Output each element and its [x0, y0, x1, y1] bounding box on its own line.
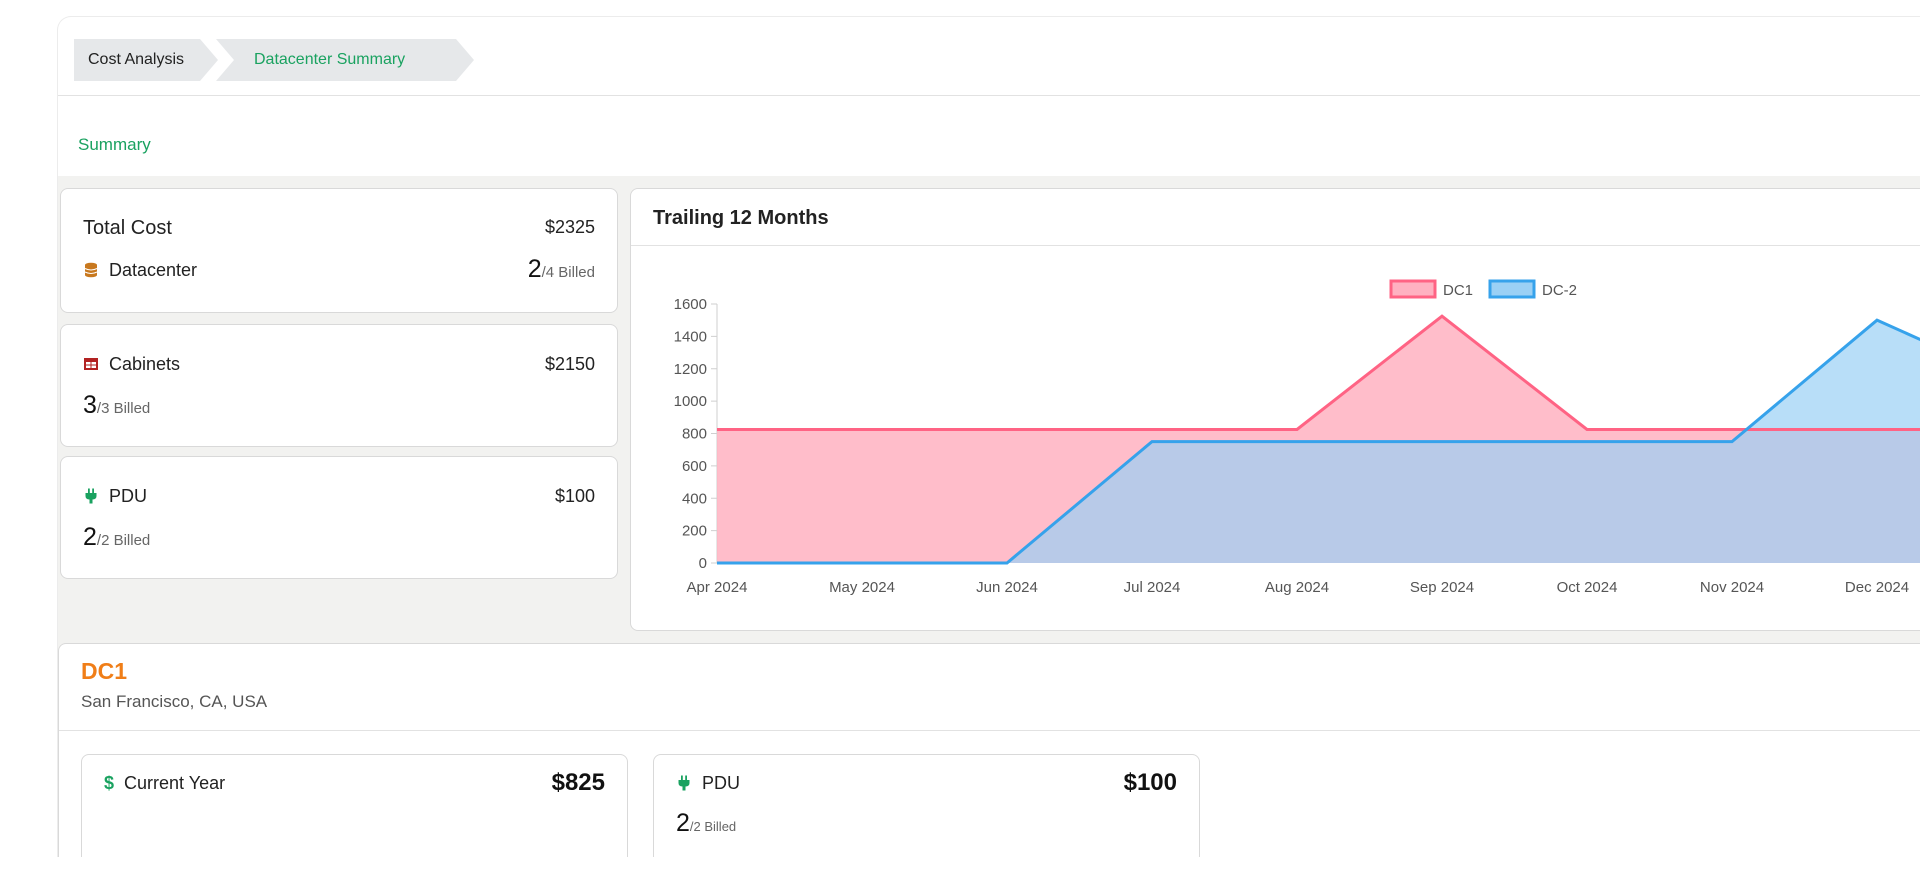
dc1-pdu-billed-text: /2 Billed	[689, 819, 737, 834]
legend-swatch	[1488, 279, 1536, 299]
y-tick-label: 200	[682, 523, 707, 540]
current-year-amount: $825	[551, 769, 605, 796]
x-tick-label: Jun 2024	[976, 579, 1038, 596]
x-tick-label: Dec 2024	[1845, 579, 1909, 596]
plug-icon	[678, 775, 690, 791]
y-tick-label: 400	[682, 490, 707, 507]
current-year-label: Current Year	[124, 773, 226, 793]
dc1-divider	[59, 730, 1920, 731]
cabinets-billed-text: /3 Billed	[96, 400, 151, 417]
x-tick-label: May 2024	[829, 579, 895, 596]
y-tick-label: 1400	[674, 328, 707, 345]
x-tick-label: Jul 2024	[1124, 579, 1181, 596]
dc1-pdu-amount: $100	[1123, 769, 1177, 796]
y-tick-label: 1200	[674, 361, 707, 378]
breadcrumb-datacenter-summary[interactable]: Datacenter Summary	[216, 39, 474, 81]
pdu-row: PDU	[83, 486, 147, 507]
datacenter-billed-text: /4 Billed	[541, 264, 595, 281]
chart-divider	[631, 245, 1920, 246]
dc1-pdu-row: PDU	[676, 773, 740, 794]
cabinets-billed: 3/3 Billed	[83, 391, 150, 420]
trailing-chart-card: Trailing 12 Months 0 200 400 600 800 1000 1200…	[630, 188, 1920, 631]
x-tick-label: Aug 2024	[1265, 579, 1329, 596]
dollar-icon: $	[104, 773, 115, 793]
x-tick-label: Nov 2024	[1700, 579, 1764, 596]
y-tick-label: 600	[682, 458, 707, 475]
cabinets-row: Cabinets	[83, 354, 180, 375]
breadcrumb-cost-analysis[interactable]: Cost Analysis	[74, 39, 218, 81]
dc1-current-year-card: $ Current Year $825	[81, 754, 628, 857]
dc1-pdu-count: 2	[676, 809, 690, 837]
cabinets-count: 3	[83, 391, 97, 419]
dc1-pdu-card: PDU $100 2/2 Billed	[653, 754, 1200, 857]
total-cost-card: Total Cost $2325 Datacenter 2/4 Billed	[60, 188, 618, 313]
pdu-amount: $100	[554, 486, 595, 506]
cabinets-label: Cabinets	[109, 354, 181, 374]
chart-title: Trailing 12 Months	[653, 207, 829, 229]
pdu-billed: 2/2 Billed	[83, 523, 150, 552]
x-tick-label: Oct 2024	[1557, 579, 1618, 596]
total-cost-amount: $2325	[544, 217, 595, 237]
cabinets-card: Cabinets $2150 3/3 Billed	[60, 324, 618, 447]
series-line-dc-2	[717, 318, 1920, 565]
pdu-billed-text: /2 Billed	[96, 532, 151, 549]
legend-label: DC1	[1443, 282, 1473, 299]
area-chart: 0 200 400 600 800 1000 1200 1400 1600 Apr 2024 May…	[674, 279, 1920, 596]
y-tick-label: 0	[699, 555, 707, 572]
y-tick-label: 800	[682, 426, 707, 443]
y-tick-label: 1000	[674, 393, 707, 410]
datacenter-row: Datacenter	[83, 260, 197, 281]
current-year-row: $ Current Year	[104, 773, 225, 794]
datacenter-label: Datacenter	[109, 260, 198, 280]
datacenter-billed: 2/4 Billed	[528, 255, 595, 284]
series-line-dc1	[717, 314, 1920, 431]
cabinets-amount: $2150	[544, 354, 595, 374]
dc1-pdu-label: PDU	[702, 773, 741, 793]
plug-icon	[85, 488, 97, 504]
breadcrumb: Cost Analysis Datacenter Summary	[58, 17, 1920, 96]
datacenter-count: 2	[527, 255, 542, 283]
pdu-card: PDU $100 2/2 Billed	[60, 456, 618, 579]
pdu-count: 2	[83, 523, 97, 551]
x-tick-label: Apr 2024	[687, 579, 748, 596]
pdu-label: PDU	[109, 486, 148, 506]
table-icon	[84, 358, 98, 370]
app-frame: Cost Analysis Datacenter Summary Summary…	[57, 16, 1920, 857]
total-cost-label: Total Cost	[83, 217, 172, 239]
legend-label: DC-2	[1542, 282, 1577, 299]
y-tick-label: 1600	[674, 296, 707, 313]
dc1-section: DC1 San Francisco, CA, USA $ Current Year…	[58, 643, 1920, 857]
dc1-pdu-billed: 2/2 Billed	[676, 809, 736, 838]
legend-swatch	[1389, 279, 1437, 299]
dc1-title[interactable]: DC1	[81, 658, 128, 684]
database-icon	[84, 262, 98, 278]
dc1-location: San Francisco, CA, USA	[81, 692, 268, 711]
x-tick-label: Sep 2024	[1410, 579, 1474, 596]
tab-summary[interactable]: Summary	[78, 135, 151, 154]
